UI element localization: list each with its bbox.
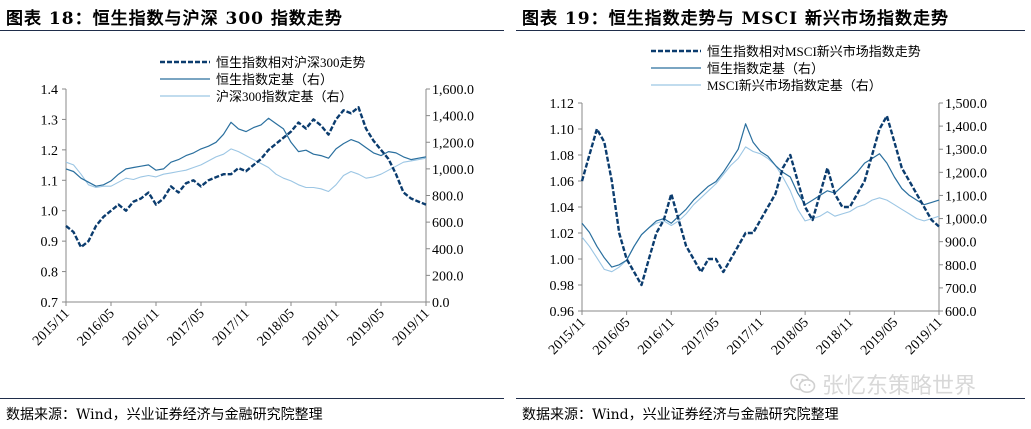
y-right-tick-label: 800.0 bbox=[945, 259, 977, 274]
y-left-tick-label: 1.12 bbox=[550, 97, 575, 112]
y-left-tick-label: 1.1 bbox=[41, 174, 59, 189]
legend-label-0: 恒生指数相对沪深300走势 bbox=[216, 55, 366, 70]
y-left-tick-label: 0.7 bbox=[41, 296, 59, 311]
y-left-tick-label: 1.3 bbox=[41, 113, 59, 128]
legend-label-1: 恒生指数定基（右） bbox=[216, 72, 333, 87]
y-right-tick-label: 1,400.0 bbox=[945, 120, 987, 135]
y-right-tick-label: 200.0 bbox=[432, 269, 464, 284]
y-left-tick-label: 1.4 bbox=[41, 83, 59, 98]
source-rule bbox=[0, 398, 504, 399]
title-rule bbox=[0, 30, 504, 31]
y-left-tick-label: 1.02 bbox=[550, 227, 575, 242]
y-right-tick-label: 1,200.0 bbox=[945, 166, 987, 181]
y-right-tick-label: 400.0 bbox=[432, 243, 464, 258]
x-tick-label: 2018/11 bbox=[814, 315, 857, 358]
x-tick-label: 2017/11 bbox=[210, 306, 253, 349]
x-tick-label: 2016/11 bbox=[120, 306, 163, 349]
legend-label-1: 恒生指数定基（右） bbox=[707, 61, 824, 76]
y-right-tick-label: 1,600.0 bbox=[432, 83, 474, 98]
y-left-tick-label: 1.10 bbox=[550, 123, 575, 138]
x-tick-label: 2019/05 bbox=[345, 306, 388, 349]
chart-panel-19: 图表 19：恒生指数走势与 MSCI 新兴市场指数走势 0.96 0.98 1.00… bbox=[516, 0, 1031, 429]
x-tick-label: 2016/05 bbox=[75, 306, 118, 349]
series-line-0 bbox=[580, 114, 940, 287]
series-line-2 bbox=[581, 146, 940, 273]
y-left-tick-label: 1.2 bbox=[41, 144, 59, 159]
y-left-tick-label: 1.0 bbox=[41, 205, 59, 220]
x-tick-label: 2019/11 bbox=[390, 306, 433, 349]
y-left-tick-label: 1.08 bbox=[550, 149, 575, 164]
y-right-tick-label: 700.0 bbox=[945, 282, 977, 297]
wechat-icon bbox=[790, 373, 816, 393]
y-left-tick-label: 1.00 bbox=[550, 253, 575, 268]
series-line-0 bbox=[65, 106, 427, 249]
x-tick-label: 2018/05 bbox=[255, 306, 298, 349]
source-rule bbox=[516, 398, 1025, 399]
x-tick-label: 2019/05 bbox=[858, 315, 901, 358]
x-tick-label: 2015/11 bbox=[546, 315, 589, 358]
legend-label-2: MSCI新兴市场指数定基（右） bbox=[707, 78, 882, 93]
y-right-tick-label: 1,000.0 bbox=[432, 163, 474, 178]
legend-label-2: 沪深300指数定基（右） bbox=[216, 89, 353, 104]
x-tick-label: 2018/05 bbox=[769, 315, 812, 358]
y-left-tick-label: 1.06 bbox=[550, 175, 575, 190]
y-right-tick-label: 800.0 bbox=[432, 190, 464, 205]
y-right-tick-label: 1,300.0 bbox=[945, 143, 987, 158]
chart-panel-18: 图表 18：恒生指数与沪深 300 指数走势 0.7 0.8 0.9 1.0 1.1 1.… bbox=[0, 0, 510, 429]
x-tick-label: 2016/11 bbox=[635, 315, 678, 358]
y-left-tick-label: 0.8 bbox=[41, 266, 59, 281]
line-chart-hsi-vs-msci-em: 0.96 0.98 1.00 1.02 1.04 1.06 1.08 1.10 1.12 600.… bbox=[546, 44, 987, 358]
y-right-tick-label: 1,400.0 bbox=[432, 110, 474, 125]
y-right-tick-label: 600.0 bbox=[945, 305, 977, 320]
x-tick-label: 2015/11 bbox=[30, 306, 73, 349]
y-right-tick-label: 1,000.0 bbox=[945, 213, 987, 228]
y-right-tick-label: 1,100.0 bbox=[945, 189, 987, 204]
y-left-tick-label: 1.04 bbox=[550, 201, 575, 216]
x-tick-label: 2017/05 bbox=[680, 315, 723, 358]
x-tick-label: 2019/11 bbox=[903, 315, 946, 358]
series-line-1 bbox=[65, 117, 427, 187]
title-rule bbox=[516, 30, 1025, 31]
watermark-text: 张忆东策略世界 bbox=[822, 374, 977, 399]
line-chart-hsi-vs-csi300: 0.7 0.8 0.9 1.0 1.1 1.2 1.3 1.4 0.0 200.0 400.0 600… bbox=[30, 55, 474, 349]
x-tick-label: 2016/05 bbox=[590, 315, 633, 358]
source-note: 数据来源：Wind，兴业证券经济与金融研究院整理 bbox=[6, 407, 323, 423]
source-note: 数据来源：Wind，兴业证券经济与金融研究院整理 bbox=[522, 407, 839, 423]
watermark: 张忆东策略世界 bbox=[790, 368, 976, 400]
y-right-tick-label: 0.0 bbox=[432, 296, 450, 311]
y-right-tick-label: 600.0 bbox=[432, 216, 464, 231]
series-line-1 bbox=[581, 123, 940, 268]
y-right-tick-label: 900.0 bbox=[945, 236, 977, 251]
chart-title: 图表 19：恒生指数走势与 MSCI 新兴市场指数走势 bbox=[522, 9, 949, 29]
series-line-2 bbox=[65, 148, 427, 193]
y-right-tick-label: 1,200.0 bbox=[432, 136, 474, 151]
y-left-tick-label: 0.96 bbox=[550, 305, 575, 320]
chart-title: 图表 18：恒生指数与沪深 300 指数走势 bbox=[6, 9, 343, 29]
y-left-tick-label: 0.9 bbox=[41, 235, 59, 250]
x-tick-label: 2017/05 bbox=[165, 306, 208, 349]
y-right-tick-label: 1,500.0 bbox=[945, 97, 987, 112]
legend-label-0: 恒生指数相对MSCI新兴市场指数走势 bbox=[707, 44, 921, 59]
x-tick-label: 2017/11 bbox=[725, 315, 768, 358]
x-tick-label: 2018/11 bbox=[300, 306, 343, 349]
y-left-tick-label: 0.98 bbox=[550, 279, 575, 294]
